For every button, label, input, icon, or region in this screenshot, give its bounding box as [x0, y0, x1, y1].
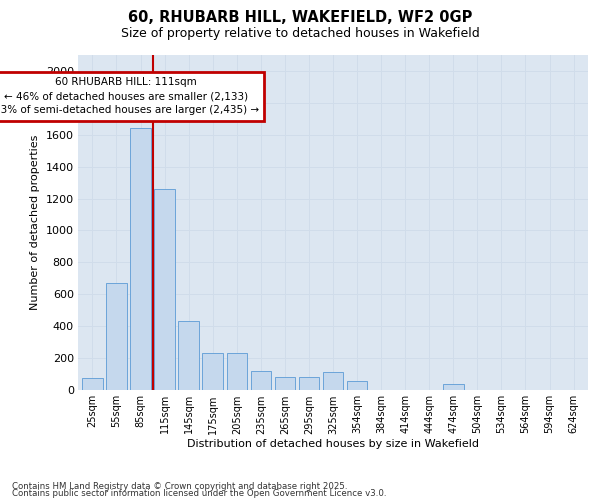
Bar — [82, 378, 103, 390]
Bar — [443, 384, 464, 390]
Bar — [275, 377, 295, 390]
Bar — [202, 354, 223, 390]
Bar — [106, 283, 127, 390]
Bar — [227, 354, 247, 390]
X-axis label: Distribution of detached houses by size in Wakefield: Distribution of detached houses by size … — [187, 439, 479, 449]
Text: Contains public sector information licensed under the Open Government Licence v3: Contains public sector information licen… — [12, 490, 386, 498]
Bar — [299, 377, 319, 390]
Bar — [347, 381, 367, 390]
Bar — [323, 372, 343, 390]
Text: 60, RHUBARB HILL, WAKEFIELD, WF2 0GP: 60, RHUBARB HILL, WAKEFIELD, WF2 0GP — [128, 10, 472, 25]
Y-axis label: Number of detached properties: Number of detached properties — [30, 135, 40, 310]
Text: Contains HM Land Registry data © Crown copyright and database right 2025.: Contains HM Land Registry data © Crown c… — [12, 482, 347, 491]
Bar — [154, 189, 175, 390]
Text: Size of property relative to detached houses in Wakefield: Size of property relative to detached ho… — [121, 28, 479, 40]
Bar — [178, 322, 199, 390]
Bar — [251, 371, 271, 390]
Text: 60 RHUBARB HILL: 111sqm
← 46% of detached houses are smaller (2,133)
53% of semi: 60 RHUBARB HILL: 111sqm ← 46% of detache… — [0, 78, 259, 116]
Bar — [130, 128, 151, 390]
